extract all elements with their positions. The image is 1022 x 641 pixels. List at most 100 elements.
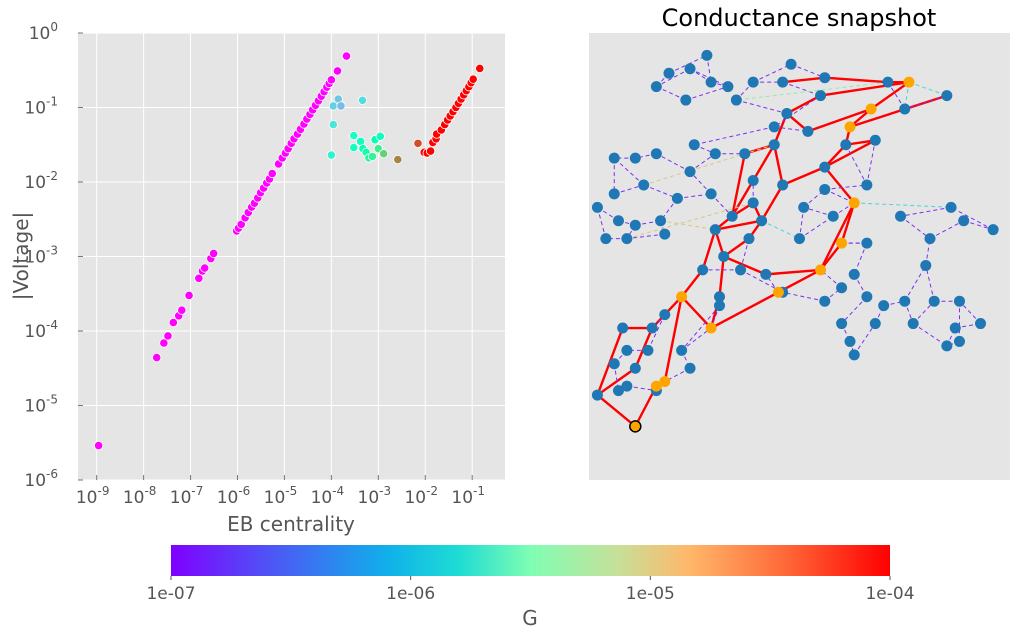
y-tick-label: 10-6 [24, 467, 58, 491]
network-edge [626, 202, 754, 240]
scatter-point [209, 248, 219, 259]
y-tick-exponent: 0 [50, 20, 58, 34]
x-tick-base: 10 [358, 488, 380, 508]
network-node [760, 268, 772, 280]
y-tick-exponent: -1 [46, 95, 58, 109]
network-edge [626, 233, 665, 240]
scatter-point [168, 317, 178, 328]
x-tick-exponent: -2 [426, 484, 438, 498]
network-node [638, 179, 650, 191]
y-tick-exponent: -2 [46, 169, 58, 183]
x-tick-label: 10-1 [451, 484, 485, 508]
network-edge [912, 300, 935, 324]
network-node [836, 318, 848, 330]
y-tick-exponent: -4 [46, 318, 58, 332]
network-node [739, 148, 751, 160]
y-tick-label: 10-4 [24, 318, 58, 342]
network-edge [660, 220, 716, 231]
scatter-point [379, 149, 389, 159]
scatter-point [375, 131, 385, 141]
network-node [642, 344, 654, 356]
network-node [714, 300, 726, 312]
scatter-point [336, 101, 346, 111]
network-node [680, 94, 692, 106]
network-node [895, 210, 907, 222]
network-edge [959, 300, 981, 324]
x-tick-label: 10-6 [217, 484, 251, 508]
network-node [987, 224, 999, 236]
network-edge [715, 219, 762, 231]
network-node [920, 259, 932, 271]
network-node [953, 295, 965, 307]
y-tick-base: 10 [24, 173, 46, 193]
network-edge [887, 81, 906, 110]
scatter-point [468, 74, 478, 84]
network-node [827, 210, 839, 222]
network-edge [643, 144, 775, 186]
network-node [861, 291, 873, 303]
network-node [701, 49, 713, 61]
colorbar-tick-label: 1e-06 [386, 584, 435, 604]
x-tick-label: 10-5 [264, 484, 298, 508]
network-node [794, 233, 805, 245]
x-tick-exponent: -9 [98, 484, 110, 498]
network-edge [900, 215, 931, 240]
network-node [819, 72, 831, 84]
scatter-point [332, 66, 343, 76]
scatter-point [349, 142, 359, 153]
network-node [747, 76, 759, 88]
network-edge [782, 165, 826, 187]
network-edge [752, 144, 776, 182]
network-node [655, 215, 667, 227]
network-node [840, 139, 852, 151]
network-edge [786, 94, 822, 115]
network-node [899, 103, 911, 115]
network-edge [730, 153, 746, 217]
network-edge [773, 95, 821, 128]
network-edge [596, 367, 637, 397]
network-node [798, 201, 810, 213]
scatter-point [177, 305, 187, 315]
network-node [735, 264, 747, 276]
network-node [861, 179, 873, 191]
network-edge [736, 99, 787, 114]
network-edge [774, 126, 808, 132]
network-edge [929, 220, 964, 240]
network-node [722, 81, 734, 93]
network-edge [685, 86, 729, 101]
network-edge [870, 81, 910, 110]
network-edge [689, 171, 712, 195]
scatter-point [328, 119, 338, 130]
network-node [688, 139, 700, 151]
network-edge [614, 184, 644, 195]
network-node [949, 322, 961, 334]
scatter-point [413, 138, 423, 148]
network-node [819, 295, 831, 307]
y-tick-base: 10 [24, 322, 46, 342]
network-edge [731, 179, 755, 217]
network-edge [853, 323, 876, 356]
y-tick-label: 10-2 [24, 169, 58, 193]
network-node [869, 318, 881, 330]
network-node [608, 358, 620, 370]
y-tick-exponent: -6 [46, 467, 58, 481]
network-node [730, 94, 742, 106]
network-node [684, 63, 696, 75]
y-tick-label: 10-3 [24, 244, 58, 268]
network-node [705, 188, 717, 200]
network-node [777, 179, 789, 191]
network-node [659, 309, 671, 321]
colorbar-gradient [171, 545, 890, 576]
scatter-point [94, 440, 104, 451]
network-node [836, 237, 848, 249]
network-node [899, 295, 911, 307]
scatter-point [267, 168, 277, 179]
colorbar: 1e-07 1e-06 1e-05 1e-04 G [146, 545, 915, 630]
network-node [709, 224, 721, 236]
network-node [953, 335, 965, 347]
scatter-point [367, 151, 378, 162]
x-tick-exponent: -3 [379, 484, 391, 498]
network-edge [680, 269, 704, 298]
network-edge [596, 207, 607, 239]
